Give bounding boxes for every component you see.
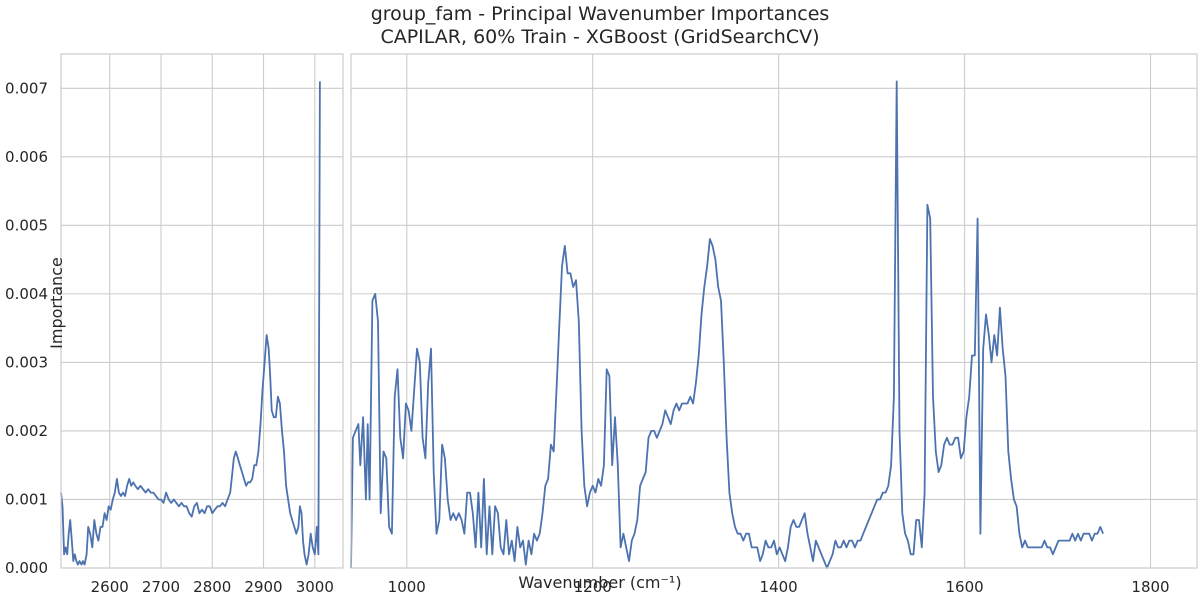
x-axis-label: Wavenumber (cm⁻¹) bbox=[518, 573, 681, 592]
y-tick-label: 0.001 bbox=[5, 490, 48, 508]
x-gridlines-left bbox=[109, 54, 316, 568]
y-tick-label: 0.006 bbox=[5, 148, 48, 166]
x-tick-label: 1400 bbox=[760, 578, 798, 596]
x-tick-label: 1000 bbox=[388, 578, 426, 596]
y-tick-label: 0.000 bbox=[5, 559, 48, 577]
x-tick-label: 2600 bbox=[91, 578, 129, 596]
chart-title-line1: group_fam - Principal Wavenumber Importa… bbox=[371, 3, 830, 25]
x-tick-label: 1600 bbox=[945, 578, 983, 596]
y-tick-label: 0.007 bbox=[5, 79, 48, 97]
chart-title-line2: CAPILAR, 60% Train - XGBoost (GridSearch… bbox=[380, 26, 819, 48]
series-line-high-wavenumber bbox=[60, 81, 321, 566]
x-tick-label: 2800 bbox=[193, 578, 231, 596]
x-tick-labels-right: 1000 1200 1400 1600 1800 bbox=[388, 578, 1170, 596]
y-tick-label: 0.005 bbox=[5, 216, 48, 234]
y-tick-label: 0.002 bbox=[5, 422, 48, 440]
y-tick-label: 0.004 bbox=[5, 285, 48, 303]
y-tick-labels: 0.000 0.001 0.002 0.003 0.004 0.005 0.006 0.007 bbox=[5, 79, 48, 577]
x-tick-labels-left: 2600 2700 2800 2900 3000 bbox=[91, 578, 334, 596]
y-axis-label: Importance bbox=[47, 257, 66, 349]
panel-right-frame bbox=[350, 53, 1198, 569]
x-tick-label: 2700 bbox=[142, 578, 180, 596]
x-tick-label: 1200 bbox=[574, 578, 612, 596]
x-tick-label: 3000 bbox=[296, 578, 334, 596]
x-tick-label: 2900 bbox=[244, 578, 282, 596]
x-gridlines-right bbox=[406, 54, 1152, 568]
y-gridlines-left bbox=[61, 87, 343, 569]
x-tick-label: 1800 bbox=[1131, 578, 1169, 596]
series-line-fingerprint bbox=[350, 80, 1104, 569]
panel-left-frame bbox=[60, 53, 344, 569]
y-tick-label: 0.003 bbox=[5, 353, 48, 371]
